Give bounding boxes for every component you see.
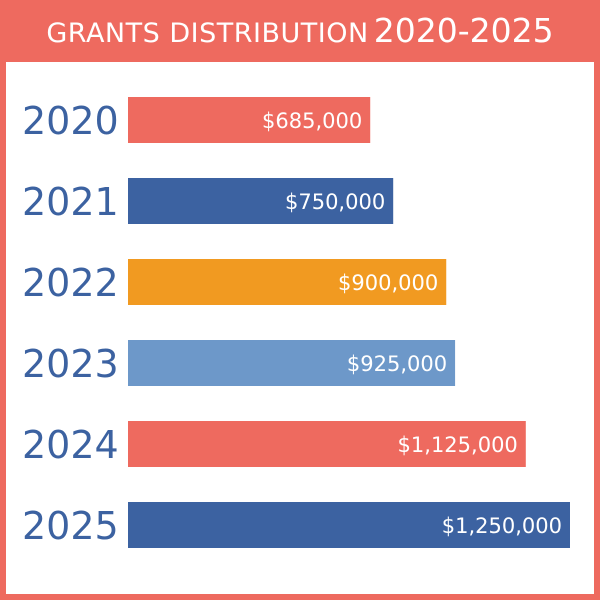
year-label-2022: 2022 (22, 261, 119, 305)
title-years: 2020-2025 (373, 11, 554, 50)
year-label-2024: 2024 (22, 423, 119, 467)
bar-2025 (128, 502, 570, 548)
year-label-2023: 2023 (22, 342, 119, 386)
bar-2023 (128, 340, 456, 386)
bar-value-label-2024: $1,125,000 (398, 433, 518, 457)
bar-2022 (128, 259, 447, 305)
title-bar: GRANTS DISTRIBUTION 2020-2025 (0, 0, 600, 62)
bar-value-label-2023: $925,000 (347, 352, 447, 376)
year-label-2021: 2021 (22, 180, 119, 224)
bar-value-label-2025: $1,250,000 (442, 514, 562, 538)
bar-2024 (128, 421, 526, 467)
year-label-2020: 2020 (22, 99, 119, 143)
bar-value-label-2021: $750,000 (285, 190, 385, 214)
bar-value-label-2020: $685,000 (262, 109, 362, 133)
chart-title: GRANTS DISTRIBUTION 2020-2025 (0, 0, 600, 62)
bar-chart: 2020 $685,000 2021 $750,000 2022 $900,000 2023… (22, 97, 570, 548)
bar-value-label-2022: $900,000 (338, 271, 438, 295)
title-main: GRANTS DISTRIBUTION (46, 18, 369, 49)
bar-2020 (128, 97, 371, 143)
bar-2021 (128, 178, 394, 224)
year-label-2025: 2025 (22, 504, 119, 548)
